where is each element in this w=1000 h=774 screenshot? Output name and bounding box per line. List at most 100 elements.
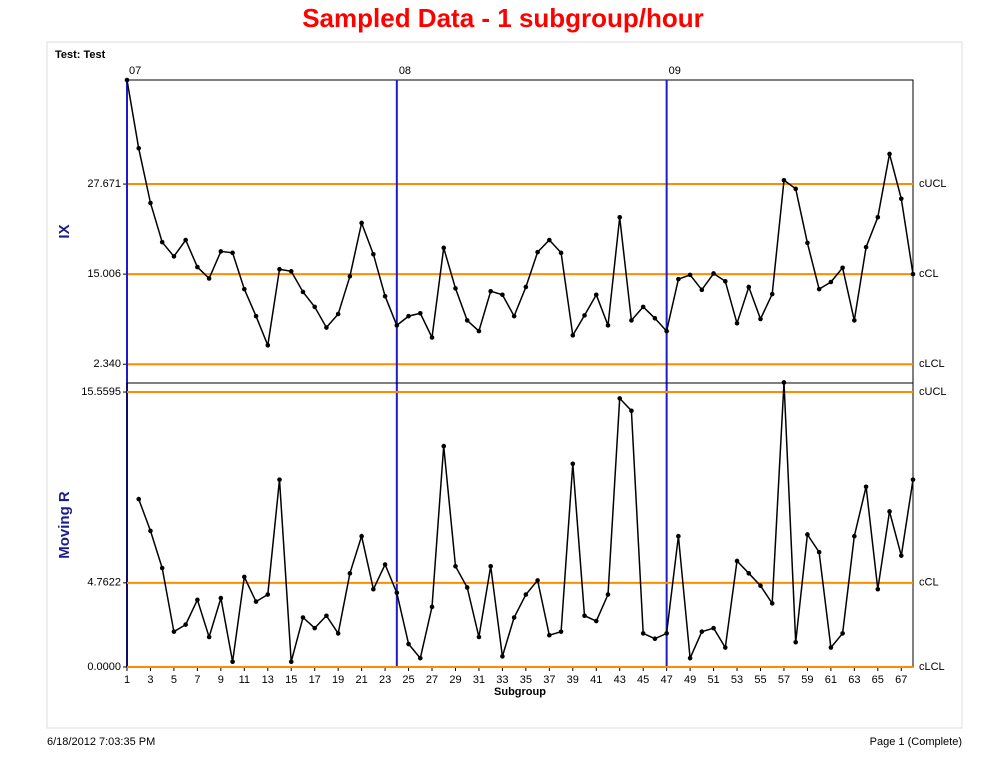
data-point: [547, 237, 552, 243]
data-point: [277, 477, 282, 482]
x-tick-label: 1: [124, 674, 130, 686]
data-point: [476, 328, 482, 334]
data-point: [734, 558, 740, 564]
data-point: [265, 592, 271, 597]
control-limit-label: cLCL: [919, 358, 945, 370]
data-point: [558, 250, 564, 256]
data-point: [535, 578, 540, 583]
data-point: [183, 622, 188, 627]
data-point: [382, 562, 388, 567]
data-point: [335, 311, 341, 317]
data-point: [617, 214, 623, 220]
data-point: [230, 659, 235, 664]
data-point: [793, 639, 798, 645]
data-point: [769, 601, 775, 606]
data-point: [359, 533, 364, 539]
data-point: [910, 477, 916, 482]
x-tick-label: 3: [147, 674, 153, 686]
data-point: [570, 461, 576, 467]
x-tick-label: 65: [872, 674, 884, 686]
data-point: [136, 145, 142, 151]
x-tick-label: 11: [239, 674, 250, 686]
x-tick-label: 41: [590, 674, 602, 686]
data-point: [828, 645, 834, 650]
data-point: [523, 284, 529, 290]
data-point: [699, 287, 705, 293]
data-point: [429, 604, 435, 610]
data-point: [136, 496, 142, 502]
control-limit-label: cUCL: [919, 386, 947, 398]
x-tick-label: 35: [520, 674, 532, 686]
data-point: [347, 571, 353, 576]
data-point: [371, 586, 376, 592]
data-point: [195, 597, 200, 603]
phase-label: 07: [129, 65, 141, 77]
data-point: [570, 333, 576, 338]
data-point: [605, 592, 611, 597]
data-point: [195, 264, 200, 270]
data-point: [511, 313, 517, 319]
x-tick-label: 43: [614, 674, 626, 686]
x-tick-label: 31: [473, 674, 485, 686]
data-point: [500, 654, 505, 659]
data-point: [676, 533, 681, 539]
data-point: [664, 328, 669, 334]
data-point: [805, 532, 810, 537]
data-point: [148, 528, 153, 534]
data-point: [406, 313, 411, 319]
data-point: [171, 629, 177, 634]
data-point: [312, 304, 318, 310]
footer-right: Page 1 (Complete): [870, 736, 962, 748]
y-tick-label: 15.006: [87, 268, 121, 280]
x-tick-label: 55: [754, 674, 766, 686]
y-axis-label: IX: [56, 224, 73, 238]
data-point: [324, 613, 329, 619]
x-tick-label: 19: [332, 674, 344, 686]
phase-label: 09: [669, 65, 681, 77]
data-point: [746, 571, 752, 576]
data-point: [629, 318, 634, 323]
data-point: [746, 284, 752, 290]
phase-label: 08: [399, 65, 411, 77]
y-tick-label: 15.5595: [81, 386, 121, 398]
data-point: [476, 634, 482, 640]
data-point: [593, 618, 599, 624]
data-point: [687, 655, 693, 661]
data-point: [652, 636, 658, 642]
data-point: [722, 278, 728, 284]
data-point: [640, 631, 646, 636]
data-point: [371, 251, 376, 257]
data-point: [288, 659, 294, 664]
data-point: [793, 186, 798, 192]
data-point: [722, 645, 728, 650]
x-tick-label: 39: [567, 674, 579, 686]
data-point: [582, 613, 587, 619]
data-point: [124, 77, 130, 83]
data-point: [406, 641, 411, 647]
data-point: [394, 323, 400, 328]
data-point: [206, 276, 212, 281]
page-title: Sampled Data - 1 subgroup/hour: [302, 3, 704, 33]
data-point: [840, 631, 845, 636]
data-point: [781, 177, 787, 183]
x-tick-label: 45: [637, 674, 649, 686]
data-point: [218, 595, 224, 601]
data-point: [300, 289, 306, 295]
x-tick-label: 29: [449, 674, 461, 686]
data-point: [863, 244, 869, 250]
x-axis-label: Subgroup: [494, 686, 546, 698]
x-tick-label: 51: [707, 674, 719, 686]
x-tick-label: 63: [848, 674, 860, 686]
x-tick-label: 59: [801, 674, 813, 686]
x-tick-label: 27: [426, 674, 438, 686]
data-point: [347, 274, 353, 279]
data-point: [547, 632, 552, 638]
data-point: [335, 631, 341, 636]
data-point: [605, 323, 611, 328]
data-point: [171, 254, 177, 259]
data-point: [464, 318, 470, 323]
x-tick-label: 47: [661, 674, 673, 686]
data-point: [253, 313, 259, 319]
data-point: [875, 586, 881, 592]
